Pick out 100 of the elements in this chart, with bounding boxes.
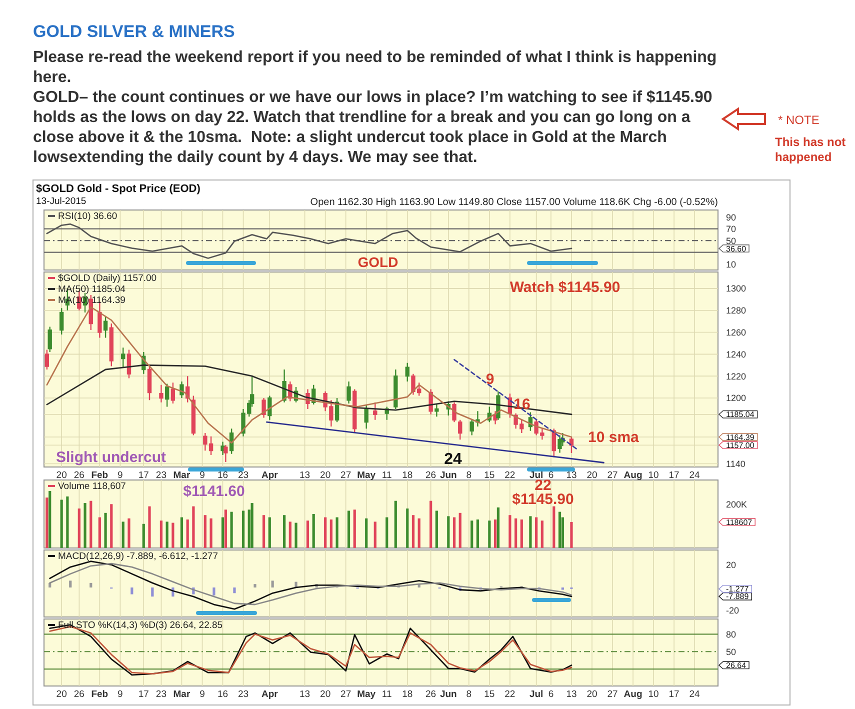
x-tick-label: Apr: [261, 689, 278, 700]
x-tick-label: 10: [648, 689, 659, 700]
x-tick-label: 20: [586, 689, 598, 700]
x-tick-label: 27: [340, 470, 352, 481]
x-tick-label: 11: [382, 689, 392, 700]
x-tick-label: 27: [607, 689, 618, 700]
x-tick-label: 17: [138, 470, 149, 481]
text: GOLD SILVER & MINERS: [33, 22, 235, 41]
x-tick-label: Mar: [173, 470, 190, 481]
x-tick-label: 23: [156, 689, 167, 700]
legend-label: MA(50) 1185.04: [58, 284, 126, 295]
y-tick-label: -20: [726, 605, 740, 616]
x-tick-label: 9: [118, 689, 123, 700]
y-tick-label: 50: [726, 236, 736, 246]
x-tick-label: 24: [689, 689, 700, 700]
x-tick-label: Jul: [529, 689, 544, 700]
y-tick-label: 10: [726, 259, 736, 270]
y-tick-label: 50: [726, 646, 736, 657]
y-tick-label: 36.60: [726, 244, 747, 254]
annotation: 9: [486, 371, 494, 388]
x-tick-label: 15: [484, 689, 495, 700]
y-tick-label: 1220: [726, 371, 746, 382]
x-tick-label: 6: [548, 689, 554, 700]
text: Please re-read the weekend report if you need to be reminded of what I think is happening here.: [33, 49, 717, 86]
chart-title: $GOLD Gold - Spot Price (EOD): [36, 183, 201, 195]
x-tick-label: Apr: [261, 470, 278, 481]
x-tick-label: 13: [566, 470, 577, 481]
legend-label: MACD(12,26,9) -7.889, -6.612, -1.277: [58, 551, 218, 562]
x-tick-label: 16: [217, 689, 228, 700]
y-tick-label: 1200: [726, 393, 746, 404]
x-tick-label: 23: [156, 470, 167, 481]
annotation: GOLD: [358, 254, 398, 270]
x-tick-label: 20: [586, 470, 598, 481]
x-tick-label: 6: [548, 470, 554, 481]
x-tick-label: 20: [320, 470, 331, 481]
x-tick-label: Jun: [440, 689, 458, 700]
x-tick-label: 20: [56, 470, 67, 481]
x-tick-label: 26: [74, 689, 84, 700]
x-tick-label: May: [357, 689, 376, 700]
y-tick-label: -7.889: [726, 592, 750, 602]
legend-label: $GOLD (Daily) 1157.00: [58, 273, 157, 284]
x-tick-label: 8: [466, 689, 472, 700]
legend-label: RSI(10) 36.60: [58, 211, 118, 222]
x-tick-label: May: [357, 470, 376, 481]
x-tick-label: Feb: [91, 689, 108, 700]
annotation: Watch $1145.90: [510, 279, 620, 296]
y-tick-label: 90: [726, 212, 736, 222]
y-tick-label: 1157.00: [726, 440, 755, 450]
x-tick-label: 26: [426, 470, 436, 481]
x-tick-label: 9: [200, 470, 205, 481]
text: * NOTE: [778, 113, 820, 127]
y-tick-label: 200K: [726, 499, 748, 510]
x-tick-label: 10: [648, 470, 659, 481]
annotation: 24: [444, 451, 462, 468]
text: GOLD– the count continues or we have our lows in place? I’m watching to see if $1145.90 holds as the lows on day 22. Watch that trendline for a break and you can go long on a close above it & the 10sma. Note: a slight undercut took place in Gold at the March lowsextending the daily count by 4 days. We may see that.: [33, 89, 712, 166]
y-tick-label: 1260: [726, 327, 746, 338]
annotation: 10 sma: [588, 429, 640, 446]
text: This has not happened: [775, 135, 846, 164]
x-tick-label: 18: [402, 470, 413, 481]
annotation: $1141.60: [183, 483, 245, 500]
x-tick-label: 13: [566, 689, 577, 700]
x-tick-label: 8: [466, 470, 472, 481]
chart-subtitle: 13-Jul-2015: [36, 196, 86, 207]
x-tick-label: 13: [300, 470, 310, 481]
x-tick-label: 20: [56, 689, 67, 700]
legend-label: Full STO %K(14,3) %D(3) 26.64, 22.85: [58, 620, 223, 631]
y-tick-label: 118607: [726, 518, 753, 527]
text: Open 1162.30 High 1163.90 Low 1149.80 Close 1157.00 Volume 118.6K Chg -6.00 (-0.52%): [310, 197, 718, 208]
x-tick-label: Aug: [624, 470, 642, 481]
x-tick-label: Mar: [173, 689, 190, 700]
y-tick-label: 1280: [726, 306, 746, 316]
y-tick-label: 1240: [726, 349, 746, 360]
x-tick-label: Jun: [440, 470, 458, 481]
legend-label: Volume 118,607: [58, 481, 126, 492]
x-tick-label: Feb: [91, 470, 108, 481]
annotation: $1145.90: [512, 491, 574, 508]
x-tick-label: 23: [238, 689, 249, 700]
y-tick-label: 26.64: [726, 661, 747, 670]
y-tick-label: 1164.39: [726, 432, 755, 442]
x-tick-label: 22: [504, 470, 516, 481]
x-tick-label: 26: [426, 689, 436, 700]
x-tick-label: 27: [340, 689, 352, 700]
x-tick-label: Aug: [624, 689, 642, 700]
x-tick-label: 26: [74, 470, 84, 481]
x-tick-label: 27: [607, 470, 618, 481]
annotation: Slight undercut: [56, 449, 166, 466]
y-tick-label: 20: [726, 560, 736, 570]
y-tick-label: 80: [726, 629, 736, 640]
x-tick-label: 17: [668, 470, 680, 481]
x-tick-label: 9: [118, 470, 123, 481]
x-tick-label: 17: [668, 689, 680, 700]
x-tick-label: 20: [320, 689, 331, 700]
x-tick-label: 22: [504, 689, 516, 700]
y-tick-label: 1140: [726, 458, 746, 469]
x-tick-label: 18: [402, 689, 413, 700]
x-tick-label: 16: [217, 470, 228, 481]
y-tick-label: 1185.04: [726, 410, 755, 420]
y-tick-label: 1300: [726, 284, 746, 294]
x-tick-label: 11: [382, 470, 392, 481]
x-tick-label: 17: [138, 689, 149, 700]
